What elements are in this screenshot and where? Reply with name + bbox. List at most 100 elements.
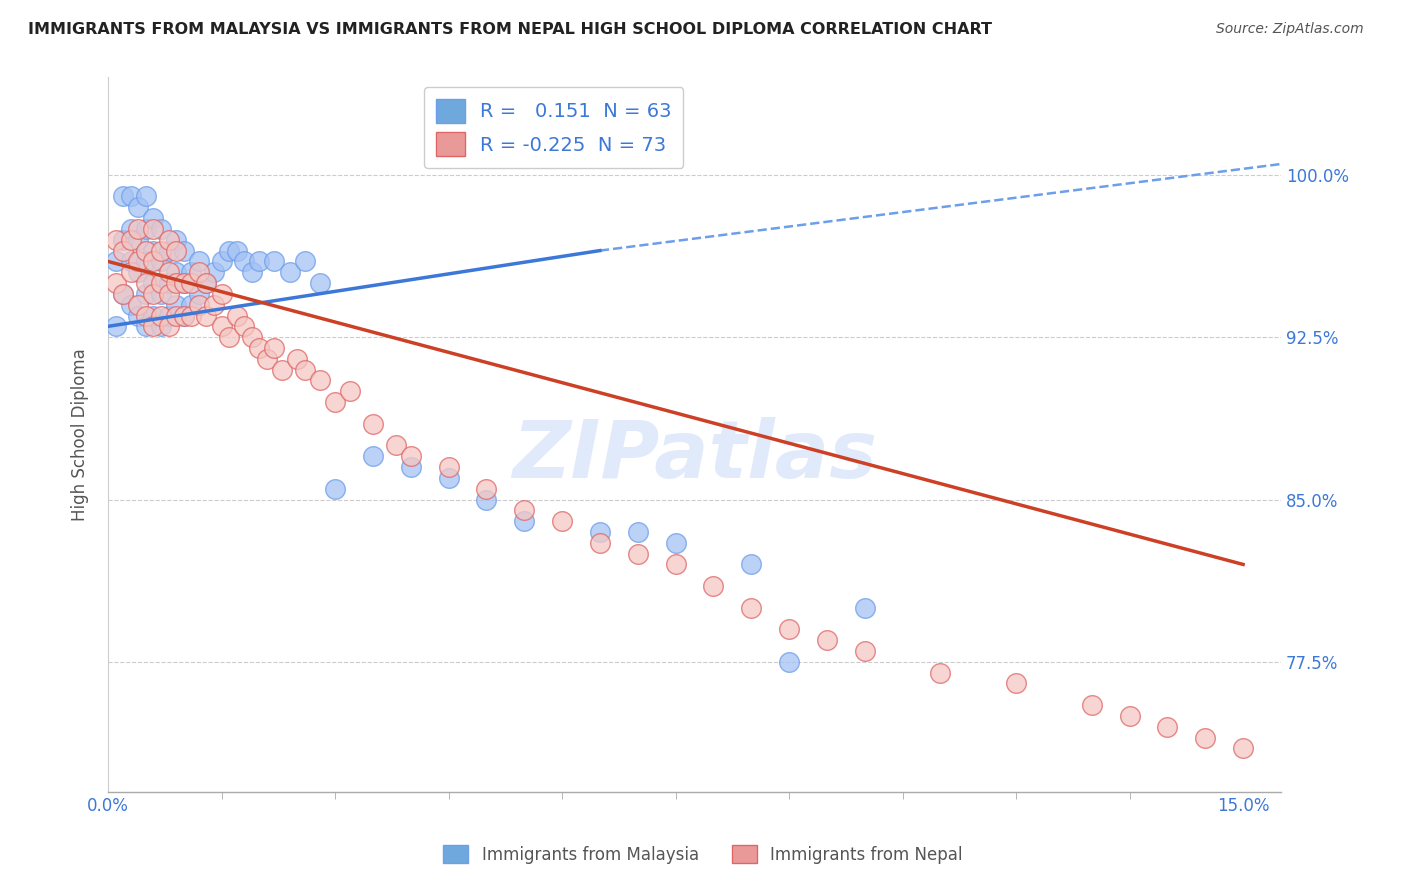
Point — [399, 460, 422, 475]
Point — [263, 254, 285, 268]
Point — [187, 286, 209, 301]
Point — [627, 524, 650, 539]
Point — [104, 233, 127, 247]
Point — [157, 233, 180, 247]
Point — [142, 254, 165, 268]
Y-axis label: High School Diploma: High School Diploma — [72, 348, 89, 521]
Point — [157, 244, 180, 258]
Point — [195, 276, 218, 290]
Legend: R =   0.151  N = 63, R = -0.225  N = 73: R = 0.151 N = 63, R = -0.225 N = 73 — [425, 87, 683, 168]
Point — [173, 276, 195, 290]
Point — [157, 265, 180, 279]
Point — [263, 341, 285, 355]
Point — [740, 600, 762, 615]
Point — [256, 351, 278, 366]
Point — [165, 233, 187, 247]
Point — [149, 244, 172, 258]
Point — [1005, 676, 1028, 690]
Point — [853, 644, 876, 658]
Point — [294, 254, 316, 268]
Point — [135, 244, 157, 258]
Point — [112, 189, 135, 203]
Point — [702, 579, 724, 593]
Point — [180, 276, 202, 290]
Point — [120, 254, 142, 268]
Point — [664, 536, 686, 550]
Point — [247, 254, 270, 268]
Point — [271, 362, 294, 376]
Point — [1156, 720, 1178, 734]
Point — [135, 319, 157, 334]
Text: IMMIGRANTS FROM MALAYSIA VS IMMIGRANTS FROM NEPAL HIGH SCHOOL DIPLOMA CORRELATIO: IMMIGRANTS FROM MALAYSIA VS IMMIGRANTS F… — [28, 22, 993, 37]
Text: ZIPatlas: ZIPatlas — [512, 417, 877, 495]
Point — [149, 319, 172, 334]
Point — [149, 222, 172, 236]
Point — [1081, 698, 1104, 712]
Point — [740, 558, 762, 572]
Point — [104, 254, 127, 268]
Point — [195, 276, 218, 290]
Point — [149, 286, 172, 301]
Point — [120, 265, 142, 279]
Point — [135, 286, 157, 301]
Point — [384, 438, 406, 452]
Point — [218, 244, 240, 258]
Point — [142, 276, 165, 290]
Point — [211, 254, 233, 268]
Point — [135, 254, 157, 268]
Point — [157, 286, 180, 301]
Point — [104, 276, 127, 290]
Point — [112, 233, 135, 247]
Point — [247, 341, 270, 355]
Point — [135, 189, 157, 203]
Point — [240, 330, 263, 344]
Point — [135, 222, 157, 236]
Point — [1194, 731, 1216, 745]
Point — [165, 309, 187, 323]
Point — [173, 309, 195, 323]
Point — [551, 514, 574, 528]
Point — [187, 265, 209, 279]
Point — [627, 547, 650, 561]
Point — [120, 298, 142, 312]
Point — [127, 298, 149, 312]
Point — [149, 276, 172, 290]
Point — [165, 276, 187, 290]
Point — [127, 233, 149, 247]
Point — [180, 298, 202, 312]
Point — [195, 309, 218, 323]
Point — [142, 244, 165, 258]
Point — [173, 309, 195, 323]
Point — [361, 449, 384, 463]
Point — [233, 254, 256, 268]
Point — [127, 200, 149, 214]
Point — [309, 276, 332, 290]
Point — [285, 351, 308, 366]
Point — [104, 319, 127, 334]
Point — [309, 374, 332, 388]
Point — [202, 265, 225, 279]
Point — [165, 265, 187, 279]
Point — [127, 309, 149, 323]
Point — [513, 503, 536, 517]
Point — [589, 524, 612, 539]
Point — [475, 492, 498, 507]
Point — [120, 189, 142, 203]
Point — [853, 600, 876, 615]
Point — [589, 536, 612, 550]
Point — [929, 665, 952, 680]
Point — [142, 211, 165, 226]
Point — [1118, 709, 1140, 723]
Point — [202, 298, 225, 312]
Point — [361, 417, 384, 431]
Point — [225, 244, 247, 258]
Point — [157, 319, 180, 334]
Point — [165, 298, 187, 312]
Point — [225, 309, 247, 323]
Point — [120, 222, 142, 236]
Point — [339, 384, 361, 399]
Point — [211, 286, 233, 301]
Point — [127, 222, 149, 236]
Point — [218, 330, 240, 344]
Point — [187, 298, 209, 312]
